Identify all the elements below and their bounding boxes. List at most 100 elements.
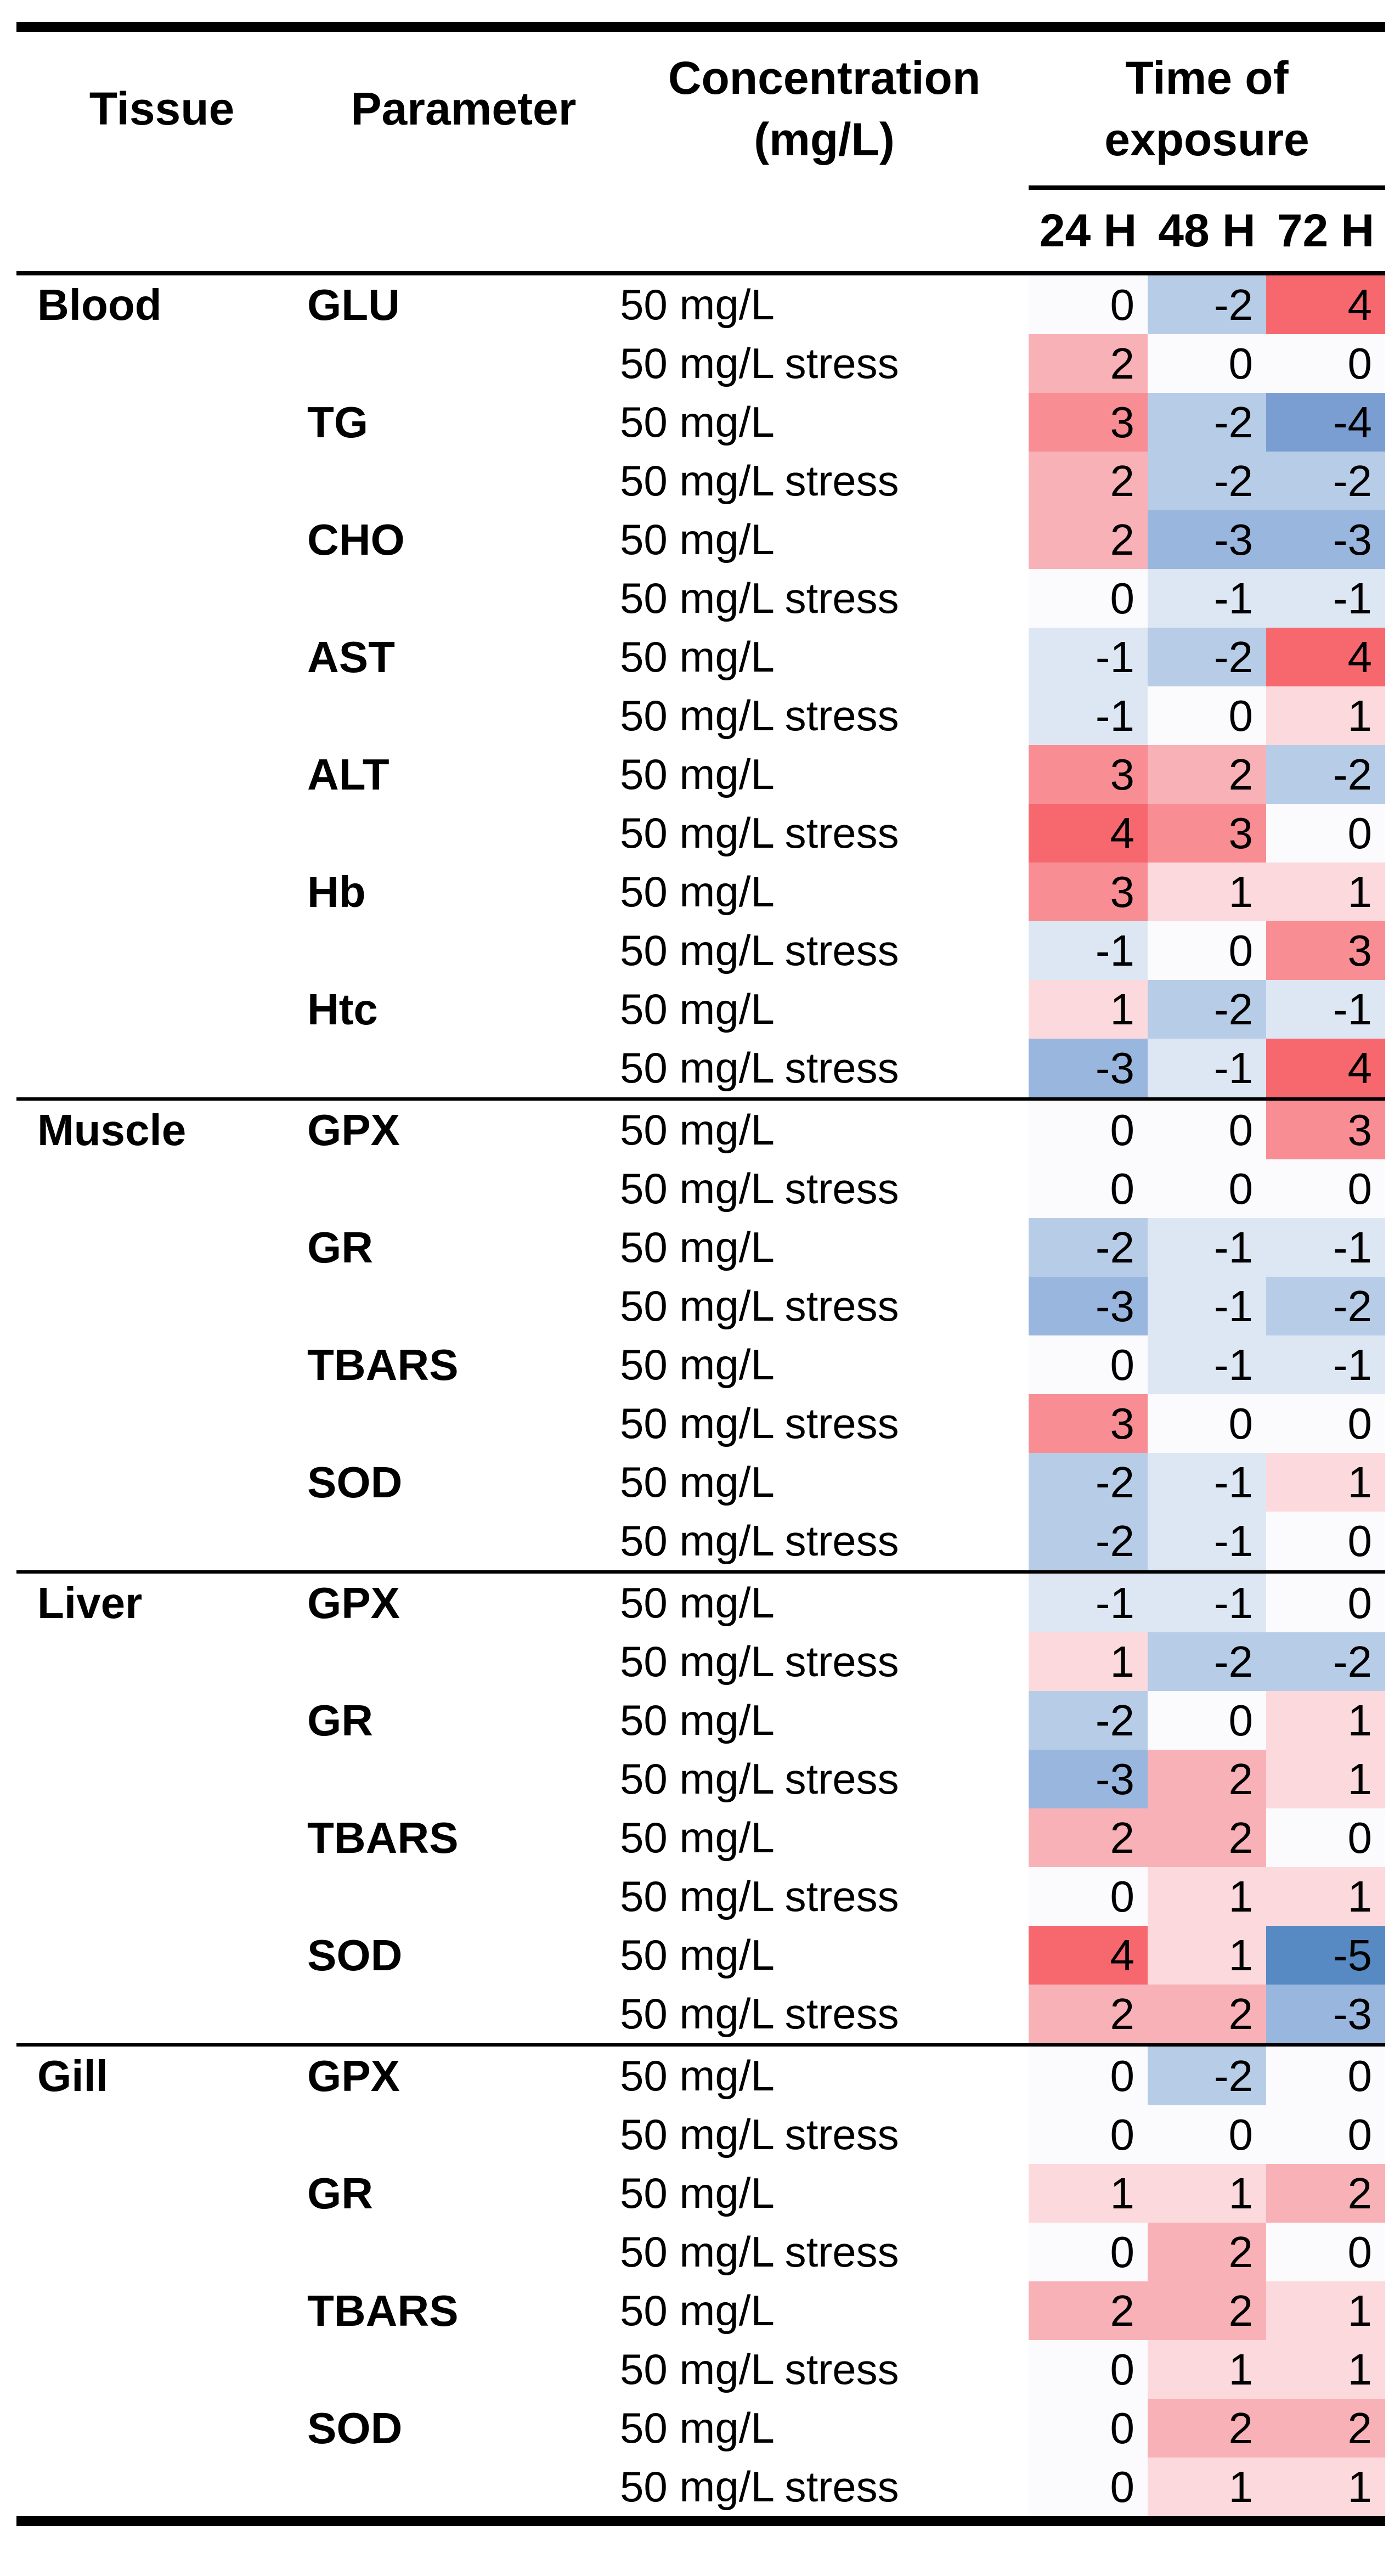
- table-row: 50 mg/L stress -1 0 3: [16, 921, 1385, 980]
- value-cell: 0: [1029, 2047, 1148, 2105]
- parameter-cell: GLU: [307, 280, 400, 329]
- value-cell: -3: [1266, 1985, 1385, 2043]
- concentration-cell: 50 mg/L stress: [620, 1399, 899, 1447]
- column-header-concentration-line1: Concentration: [668, 52, 981, 104]
- table-row: 50 mg/L stress 0 0 0: [16, 1159, 1385, 1218]
- table-row: SOD 50 mg/L 4 1 -5: [16, 1926, 1385, 1985]
- table-row: 50 mg/L stress 2 0 0: [16, 334, 1385, 393]
- concentration-cell: 50 mg/L: [620, 280, 775, 329]
- tissue-cell: [16, 1394, 307, 1453]
- parameter-cell: AST: [307, 632, 395, 681]
- tissue-cell: Gill: [37, 2051, 108, 2100]
- parameter-cell: SOD: [307, 1457, 403, 1507]
- value-cell: 1: [1029, 980, 1148, 1039]
- tissue-cell: Blood: [37, 280, 162, 329]
- tissue-cell: [16, 863, 307, 921]
- value-cell: 1: [1148, 863, 1266, 921]
- value-cell: -2: [1148, 452, 1266, 510]
- value-cell: 3: [1029, 393, 1148, 452]
- parameter-cell: [307, 334, 620, 393]
- table-row: TBARS 50 mg/L 2 2 1: [16, 2281, 1385, 2340]
- group-divider: [16, 2043, 1385, 2047]
- value-cell: 2: [1029, 1808, 1148, 1867]
- value-cell: 1: [1148, 2340, 1266, 2399]
- value-cell: -1: [1148, 569, 1266, 628]
- parameter-cell: [307, 2457, 620, 2516]
- value-cell: -3: [1266, 510, 1385, 569]
- value-cell: -1: [1029, 921, 1148, 980]
- concentration-cell: 50 mg/L: [620, 398, 775, 446]
- parameter-cell: [307, 2340, 620, 2399]
- value-cell: 0: [1029, 1159, 1148, 1218]
- table-row: TBARS 50 mg/L 2 2 0: [16, 1808, 1385, 1867]
- value-cell: -2: [1148, 1632, 1266, 1691]
- group-divider: [16, 1097, 1385, 1101]
- parameter-cell: TBARS: [307, 1340, 459, 1389]
- value-cell: -1: [1029, 628, 1148, 686]
- tissue-cell: [16, 921, 307, 980]
- value-cell: 0: [1266, 804, 1385, 863]
- exposure-underline-row: [16, 185, 1385, 190]
- parameter-cell: [307, 1039, 620, 1097]
- table-row: 50 mg/L stress -3 -1 4: [16, 1039, 1385, 1097]
- subheader-48h: 48 H: [1158, 204, 1256, 256]
- value-cell: -2: [1266, 452, 1385, 510]
- table-row: AST 50 mg/L -1 -2 4: [16, 628, 1385, 686]
- concentration-cell: 50 mg/L stress: [620, 1989, 899, 2038]
- value-cell: 1: [1266, 1691, 1385, 1750]
- tissue-cell: [16, 569, 307, 628]
- parameter-cell: SOD: [307, 2403, 403, 2453]
- concentration-cell: 50 mg/L stress: [620, 2110, 899, 2158]
- parameter-cell: [307, 1985, 620, 2043]
- value-cell: 3: [1148, 804, 1266, 863]
- value-cell: -3: [1148, 510, 1266, 569]
- value-cell: 1: [1266, 2340, 1385, 2399]
- value-cell: -1: [1148, 1453, 1266, 1512]
- tissue-cell: [16, 1159, 307, 1218]
- parameter-cell: ALT: [307, 749, 389, 799]
- table-row: 50 mg/L stress -2 -1 0: [16, 1512, 1385, 1570]
- table-header: Tissue Parameter Concentration (mg/L) Ti…: [16, 32, 1385, 185]
- value-cell: 2: [1148, 1985, 1266, 2043]
- value-cell: 0: [1029, 1101, 1148, 1159]
- table-row: 50 mg/L stress 4 3 0: [16, 804, 1385, 863]
- tissue-cell: [16, 2105, 307, 2164]
- value-cell: -1: [1148, 1335, 1266, 1394]
- value-cell: 2: [1148, 2223, 1266, 2281]
- concentration-cell: 50 mg/L: [620, 2286, 775, 2335]
- table-row: CHO 50 mg/L 2 -3 -3: [16, 510, 1385, 569]
- tissue-cell: [16, 804, 307, 863]
- value-cell: 2: [1029, 510, 1148, 569]
- table-row: TG 50 mg/L 3 -2 -4: [16, 393, 1385, 452]
- table-row: 50 mg/L stress 0 2 0: [16, 2223, 1385, 2281]
- concentration-cell: 50 mg/L stress: [620, 2228, 899, 2276]
- parameter-cell: GPX: [307, 1105, 400, 1154]
- table-row: SOD 50 mg/L 0 2 2: [16, 2399, 1385, 2457]
- concentration-cell: 50 mg/L: [620, 985, 775, 1033]
- table-row: GR 50 mg/L -2 0 1: [16, 1691, 1385, 1750]
- tissue-cell: [16, 393, 307, 452]
- tissue-cell: [16, 510, 307, 569]
- table-row: 50 mg/L stress 0 1 1: [16, 2340, 1385, 2399]
- value-cell: 2: [1148, 745, 1266, 804]
- value-cell: -2: [1266, 1632, 1385, 1691]
- concentration-cell: 50 mg/L: [620, 633, 775, 681]
- concentration-cell: 50 mg/L: [620, 750, 775, 798]
- column-header-time-line1: Time of: [1125, 52, 1289, 104]
- value-cell: 0: [1266, 2105, 1385, 2164]
- value-cell: 0: [1029, 2223, 1148, 2281]
- table-row: 50 mg/L stress 0 0 0: [16, 2105, 1385, 2164]
- value-cell: -1: [1148, 1218, 1266, 1277]
- table-row: 50 mg/L stress -1 0 1: [16, 686, 1385, 745]
- value-cell: 3: [1029, 863, 1148, 921]
- value-cell: 1: [1266, 2457, 1385, 2516]
- concentration-cell: 50 mg/L stress: [620, 339, 899, 387]
- value-cell: -3: [1029, 1750, 1148, 1808]
- value-cell: 0: [1266, 2223, 1385, 2281]
- table-row: 50 mg/L stress 3 0 0: [16, 1394, 1385, 1453]
- value-cell: -2: [1148, 393, 1266, 452]
- tissue-cell: [16, 2164, 307, 2223]
- value-cell: 1: [1148, 2457, 1266, 2516]
- tissue-cell: [16, 686, 307, 745]
- parameter-cell: Htc: [307, 984, 378, 1034]
